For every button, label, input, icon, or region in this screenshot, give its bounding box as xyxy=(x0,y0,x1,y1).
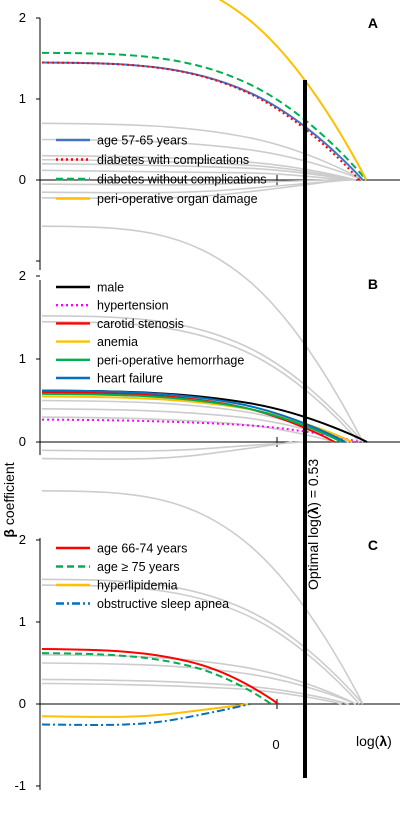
x-axis-label: log(λ) xyxy=(356,733,392,749)
background-curve xyxy=(41,416,335,443)
background-curve xyxy=(41,678,349,705)
series-line xyxy=(41,392,343,443)
panel-b: 0 1 2 male hypertension carotid stenosis anemi… xyxy=(19,225,400,460)
panel-label: A xyxy=(368,15,378,31)
background-curve xyxy=(41,490,364,705)
x-tick-zero-label: 0 xyxy=(272,737,279,752)
background-curve xyxy=(41,682,342,705)
legend-entry: anemia xyxy=(97,335,138,349)
legend-entry: diabetes without complications xyxy=(97,173,267,187)
y-tick-label: 2 xyxy=(19,532,26,547)
optimal-label-prefix: Optimal log( xyxy=(305,514,321,590)
series-line xyxy=(218,0,368,181)
x-axis-label-lambda: λ xyxy=(379,733,387,749)
legend-entry: age 57-65 years xyxy=(97,134,187,148)
y-axis-label-symbol: β xyxy=(1,529,17,538)
legend-entry: age ≥ 75 years xyxy=(97,560,180,574)
y-tick-label: 1 xyxy=(19,351,26,366)
background-curve xyxy=(41,122,364,181)
x-axis-label-suffix: ) xyxy=(387,733,392,749)
legend: age 66-74 years age ≥ 75 years hyperlipide… xyxy=(56,542,229,611)
background-curve xyxy=(41,154,356,181)
background-curve xyxy=(41,654,357,705)
legend-entry: heart failure xyxy=(97,372,163,386)
y-tick-label: 1 xyxy=(19,91,26,106)
series-line xyxy=(41,418,360,443)
background-curve xyxy=(41,662,357,705)
y-axis-label-text: coefficient xyxy=(1,462,17,529)
legend-entry: hypertension xyxy=(97,299,169,313)
legend-entry: diabetes with complications xyxy=(97,153,249,167)
y-tick-label: 0 xyxy=(19,434,26,449)
series-line xyxy=(41,703,251,726)
y-axis-label: β coefficient xyxy=(1,462,17,537)
y-tick-label: -1 xyxy=(14,778,26,793)
y-tick-label: 1 xyxy=(19,614,26,629)
legend: age 57-65 years diabetes with complicatio… xyxy=(56,134,267,206)
series-line xyxy=(41,61,364,181)
background-curve xyxy=(41,320,360,443)
legend: male hypertension carotid stenosis anemia pe… xyxy=(56,281,244,386)
legend-entry: peri-operative organ damage xyxy=(97,192,258,206)
background-curve xyxy=(41,441,293,460)
optimal-label-suffix: ) = 0.53 xyxy=(305,459,321,507)
legend-entry: male xyxy=(97,281,124,295)
optimal-lambda-label: Optimal log(λ) = 0.53 xyxy=(305,459,321,590)
series-line xyxy=(41,389,346,443)
legend-entry: age 66-74 years xyxy=(97,542,187,556)
legend-entry: hyperlipidemia xyxy=(97,579,178,593)
background-curve xyxy=(41,179,342,200)
x-axis-label-prefix: log( xyxy=(356,733,380,749)
y-tick-label: 2 xyxy=(19,268,26,283)
background-curve xyxy=(41,584,360,705)
legend-entry: carotid stenosis xyxy=(97,317,184,331)
panel-label: B xyxy=(368,276,378,292)
background-curve xyxy=(41,225,364,443)
series-line xyxy=(41,51,368,181)
optimal-label-lambda: λ xyxy=(305,507,321,515)
background-curve xyxy=(41,315,364,443)
panel-label: C xyxy=(368,537,378,553)
background-curve xyxy=(41,138,364,181)
legend-entry: peri-operative hemorrhage xyxy=(97,353,244,367)
series-line xyxy=(41,652,272,705)
y-tick-label: 0 xyxy=(19,172,26,187)
legend-entry: obstructive sleep apnea xyxy=(97,597,229,611)
panel-c: -1 0 1 2 age 66-74 years age ≥ 75 years hyperl… xyxy=(14,490,400,793)
background-curve xyxy=(41,163,349,181)
background-curve xyxy=(41,169,342,181)
series-line xyxy=(41,703,251,718)
background-curve xyxy=(41,578,364,705)
background-curve xyxy=(41,158,353,181)
y-tick-label: 0 xyxy=(19,696,26,711)
y-tick-label: 2 xyxy=(19,10,26,25)
series-line xyxy=(41,648,279,705)
